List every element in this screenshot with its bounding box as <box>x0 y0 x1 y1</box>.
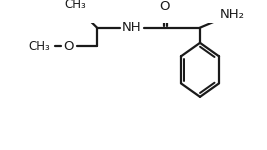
Text: CH₃: CH₃ <box>28 40 50 53</box>
Text: CH₃: CH₃ <box>64 0 86 11</box>
Text: NH₂: NH₂ <box>219 8 245 21</box>
Text: O: O <box>64 40 74 53</box>
Text: NH: NH <box>122 21 142 34</box>
Text: O: O <box>160 0 170 13</box>
